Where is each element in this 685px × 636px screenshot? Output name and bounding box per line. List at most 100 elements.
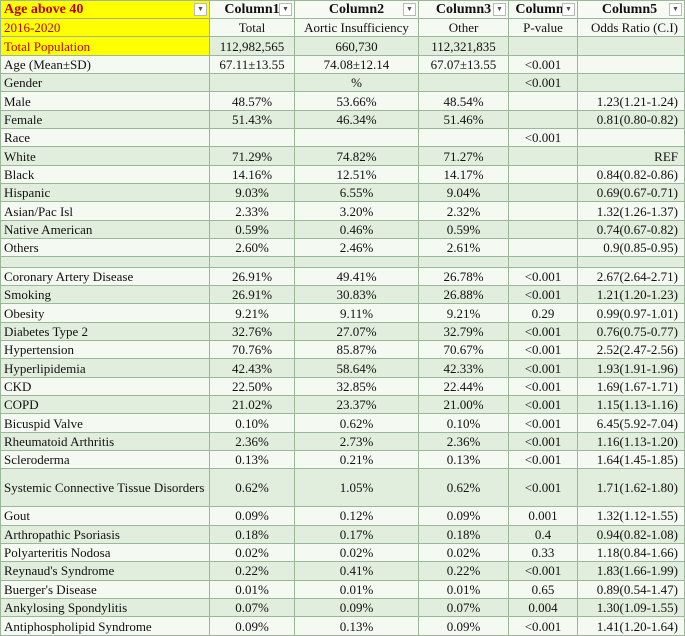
- p-value-cell[interactable]: <0.001: [508, 561, 578, 581]
- column-header-column2[interactable]: Column2 ▼: [294, 0, 419, 19]
- other-cell[interactable]: 0.02%: [418, 542, 509, 563]
- dropdown-arrow-icon[interactable]: ▼: [669, 3, 682, 16]
- p-value-cell[interactable]: [508, 219, 578, 240]
- odds-ratio-cell[interactable]: 1.41(1.20-1.64): [577, 616, 685, 636]
- odds-ratio-cell[interactable]: REF: [577, 146, 685, 166]
- p-value-cell[interactable]: [508, 183, 578, 203]
- aortic-insufficiency-cell[interactable]: 9.11%: [294, 303, 419, 323]
- p-value-cell[interactable]: [508, 201, 578, 221]
- total-cell[interactable]: 2.33%: [209, 201, 295, 221]
- dropdown-arrow-icon[interactable]: ▼: [562, 3, 575, 16]
- row-label-cell[interactable]: CKD: [0, 376, 210, 397]
- row-label-cell[interactable]: Female: [0, 109, 210, 130]
- aortic-insufficiency-cell[interactable]: 74.08±12.14: [294, 54, 419, 75]
- total-cell[interactable]: 71.29%: [209, 146, 295, 166]
- aortic-insufficiency-cell[interactable]: 0.13%: [294, 616, 419, 636]
- row-label-cell[interactable]: Hispanic: [0, 183, 210, 203]
- dropdown-arrow-icon[interactable]: ▼: [194, 3, 207, 16]
- other-cell[interactable]: 26.88%: [418, 284, 509, 305]
- other-cell[interactable]: 0.01%: [418, 579, 509, 599]
- other-cell[interactable]: Other: [418, 17, 509, 38]
- aortic-insufficiency-cell[interactable]: [294, 128, 419, 148]
- other-cell[interactable]: 2.36%: [418, 431, 509, 452]
- odds-ratio-cell[interactable]: 1.15(1.13-1.16): [577, 395, 685, 415]
- p-value-cell[interactable]: <0.001: [508, 450, 578, 470]
- total-cell[interactable]: 48.57%: [209, 91, 295, 111]
- odds-ratio-cell[interactable]: 1.32(1.26-1.37): [577, 201, 685, 221]
- total-cell[interactable]: Total: [209, 17, 295, 38]
- total-cell[interactable]: 0.07%: [209, 597, 295, 618]
- row-label-cell[interactable]: Total Population: [0, 36, 210, 56]
- other-cell[interactable]: 9.21%: [418, 303, 509, 323]
- odds-ratio-cell[interactable]: 1.23(1.21-1.24): [577, 91, 685, 111]
- other-cell[interactable]: [418, 128, 509, 148]
- p-value-cell[interactable]: <0.001: [508, 431, 578, 452]
- p-value-cell[interactable]: <0.001: [508, 321, 578, 342]
- other-cell[interactable]: 2.32%: [418, 201, 509, 221]
- odds-ratio-cell[interactable]: 1.71(1.62-1.80): [577, 468, 685, 508]
- row-label-cell[interactable]: Hypertension: [0, 340, 210, 360]
- other-cell[interactable]: 51.46%: [418, 109, 509, 130]
- p-value-cell[interactable]: 0.004: [508, 597, 578, 618]
- total-cell[interactable]: 0.18%: [209, 524, 295, 544]
- total-cell[interactable]: 42.43%: [209, 358, 295, 378]
- total-cell[interactable]: 67.11±13.55: [209, 54, 295, 75]
- row-label-cell[interactable]: Gender: [0, 73, 210, 93]
- total-cell[interactable]: 112,982,565: [209, 36, 295, 56]
- p-value-cell[interactable]: <0.001: [508, 73, 578, 93]
- total-cell[interactable]: [209, 128, 295, 148]
- aortic-insufficiency-cell[interactable]: 0.62%: [294, 413, 419, 433]
- odds-ratio-cell[interactable]: 1.32(1.12-1.55): [577, 506, 685, 526]
- odds-ratio-cell[interactable]: 2.52(2.47-2.56): [577, 340, 685, 360]
- total-cell[interactable]: 26.91%: [209, 266, 295, 287]
- p-value-cell[interactable]: <0.001: [508, 616, 578, 636]
- row-label-cell[interactable]: Age (Mean±SD): [0, 54, 210, 75]
- aortic-insufficiency-cell[interactable]: 0.12%: [294, 506, 419, 526]
- p-value-cell[interactable]: <0.001: [508, 128, 578, 148]
- aortic-insufficiency-cell[interactable]: 0.21%: [294, 450, 419, 470]
- column-header-column4[interactable]: Column4 ▼: [508, 0, 578, 19]
- other-cell[interactable]: 14.17%: [418, 164, 509, 185]
- row-label-cell[interactable]: Scleroderma: [0, 450, 210, 470]
- odds-ratio-cell[interactable]: 0.84(0.82-0.86): [577, 164, 685, 185]
- odds-ratio-cell[interactable]: 0.94(0.82-1.08): [577, 524, 685, 544]
- row-label-cell[interactable]: Male: [0, 91, 210, 111]
- dropdown-arrow-icon[interactable]: ▼: [493, 3, 506, 16]
- odds-ratio-cell[interactable]: 0.76(0.75-0.77): [577, 321, 685, 342]
- row-label-cell[interactable]: Ankylosing Spondylitis: [0, 597, 210, 618]
- odds-ratio-cell[interactable]: [577, 73, 685, 93]
- other-cell[interactable]: 42.33%: [418, 358, 509, 378]
- total-cell[interactable]: 2.36%: [209, 431, 295, 452]
- aortic-insufficiency-cell[interactable]: 27.07%: [294, 321, 419, 342]
- total-cell[interactable]: 0.10%: [209, 413, 295, 433]
- odds-ratio-cell[interactable]: 1.18(0.84-1.66): [577, 542, 685, 563]
- row-label-cell[interactable]: Hyperlipidemia: [0, 358, 210, 378]
- p-value-cell[interactable]: [508, 109, 578, 130]
- total-cell[interactable]: 9.21%: [209, 303, 295, 323]
- row-label-cell[interactable]: Black: [0, 164, 210, 185]
- row-label-cell[interactable]: Race: [0, 128, 210, 148]
- odds-ratio-cell[interactable]: [577, 128, 685, 148]
- row-label-cell[interactable]: Coronary Artery Disease: [0, 266, 210, 287]
- other-cell[interactable]: 21.00%: [418, 395, 509, 415]
- other-cell[interactable]: 0.09%: [418, 506, 509, 526]
- odds-ratio-cell[interactable]: 1.69(1.67-1.71): [577, 376, 685, 397]
- total-cell[interactable]: 2.60%: [209, 238, 295, 258]
- odds-ratio-cell[interactable]: 1.64(1.45-1.85): [577, 450, 685, 470]
- p-value-cell[interactable]: <0.001: [508, 266, 578, 287]
- dropdown-arrow-icon[interactable]: ▼: [403, 3, 416, 16]
- p-value-cell[interactable]: <0.001: [508, 54, 578, 75]
- aortic-insufficiency-cell[interactable]: 3.20%: [294, 201, 419, 221]
- aortic-insufficiency-cell[interactable]: 0.01%: [294, 579, 419, 599]
- row-label-cell[interactable]: Polyarteritis Nodosa: [0, 542, 210, 563]
- aortic-insufficiency-cell[interactable]: 1.05%: [294, 468, 419, 508]
- odds-ratio-cell[interactable]: 0.99(0.97-1.01): [577, 303, 685, 323]
- p-value-cell[interactable]: <0.001: [508, 468, 578, 508]
- other-cell[interactable]: 0.13%: [418, 450, 509, 470]
- total-cell[interactable]: 70.76%: [209, 340, 295, 360]
- other-cell[interactable]: 22.44%: [418, 376, 509, 397]
- total-cell[interactable]: 0.09%: [209, 616, 295, 636]
- row-label-cell[interactable]: Asian/Pac Isl: [0, 201, 210, 221]
- other-cell[interactable]: 0.18%: [418, 524, 509, 544]
- row-label-cell[interactable]: Reynaud's Syndrome: [0, 561, 210, 581]
